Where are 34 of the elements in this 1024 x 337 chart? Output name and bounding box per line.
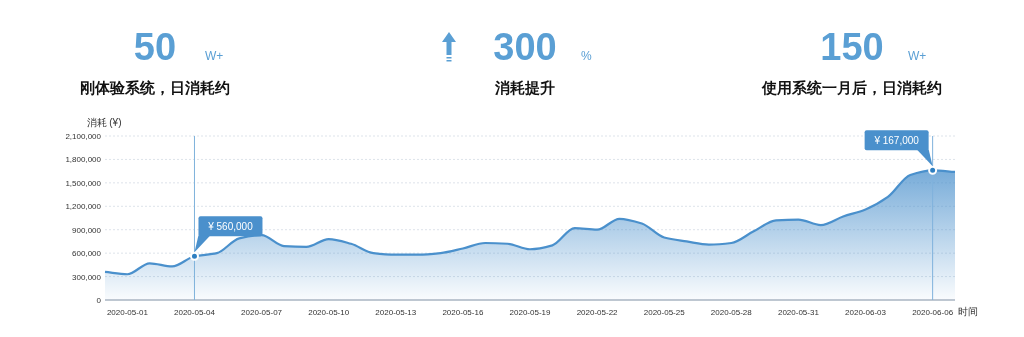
y-tick-label: 900,000 bbox=[72, 225, 102, 235]
y-tick-label: 300,000 bbox=[72, 272, 102, 282]
text: 300 bbox=[493, 26, 557, 68]
text: 使用系统一月后，日消耗约 bbox=[761, 79, 942, 96]
text: 消耗提升 bbox=[494, 79, 555, 96]
x-tick-label: 2020-05-19 bbox=[509, 308, 552, 317]
x-tick-label: 2020-05-16 bbox=[442, 308, 484, 317]
x-tick-label: 2020-05-31 bbox=[777, 308, 820, 317]
text: 刚体验系统，日消耗约 bbox=[80, 79, 230, 96]
text: 50 bbox=[133, 26, 177, 68]
x-tick-label: 2020-06-06 bbox=[912, 308, 954, 317]
y-axis-title: 消耗 (¥) bbox=[86, 117, 122, 128]
annotation: ¥ 560,000 bbox=[207, 221, 254, 233]
text: % bbox=[581, 49, 592, 63]
x-tick-label: 2020-05-25 bbox=[643, 308, 686, 317]
x-tick-label: 2020-05-10 bbox=[308, 308, 350, 317]
y-tick-label: 1,800,000 bbox=[65, 155, 102, 165]
x-tick-label: 2020-05-04 bbox=[174, 308, 216, 317]
x-tick-label: 2020-05-13 bbox=[375, 308, 417, 317]
y-tick-label: 1,500,000 bbox=[65, 178, 102, 188]
y-tick-label: 1,200,000 bbox=[65, 202, 102, 212]
text: W+ bbox=[205, 49, 224, 63]
y-tick-label: 0 bbox=[96, 296, 102, 305]
x-tick-label: 2020-05-22 bbox=[576, 308, 619, 317]
x-tick-label: 2020-05-01 bbox=[106, 308, 149, 317]
y-tick-label: 2,100,000 bbox=[65, 132, 102, 141]
x-tick-label: 2020-05-28 bbox=[710, 308, 753, 317]
annotation: ¥ 167,000 bbox=[873, 135, 920, 147]
x-tick-label: 2020-05-07 bbox=[241, 308, 283, 317]
text: W+ bbox=[908, 49, 927, 63]
y-tick-label: 600,000 bbox=[72, 249, 102, 259]
text: 150 bbox=[820, 26, 884, 68]
x-tick-label: 2020-06-03 bbox=[845, 308, 887, 317]
x-axis-title: 时间 bbox=[958, 306, 978, 317]
